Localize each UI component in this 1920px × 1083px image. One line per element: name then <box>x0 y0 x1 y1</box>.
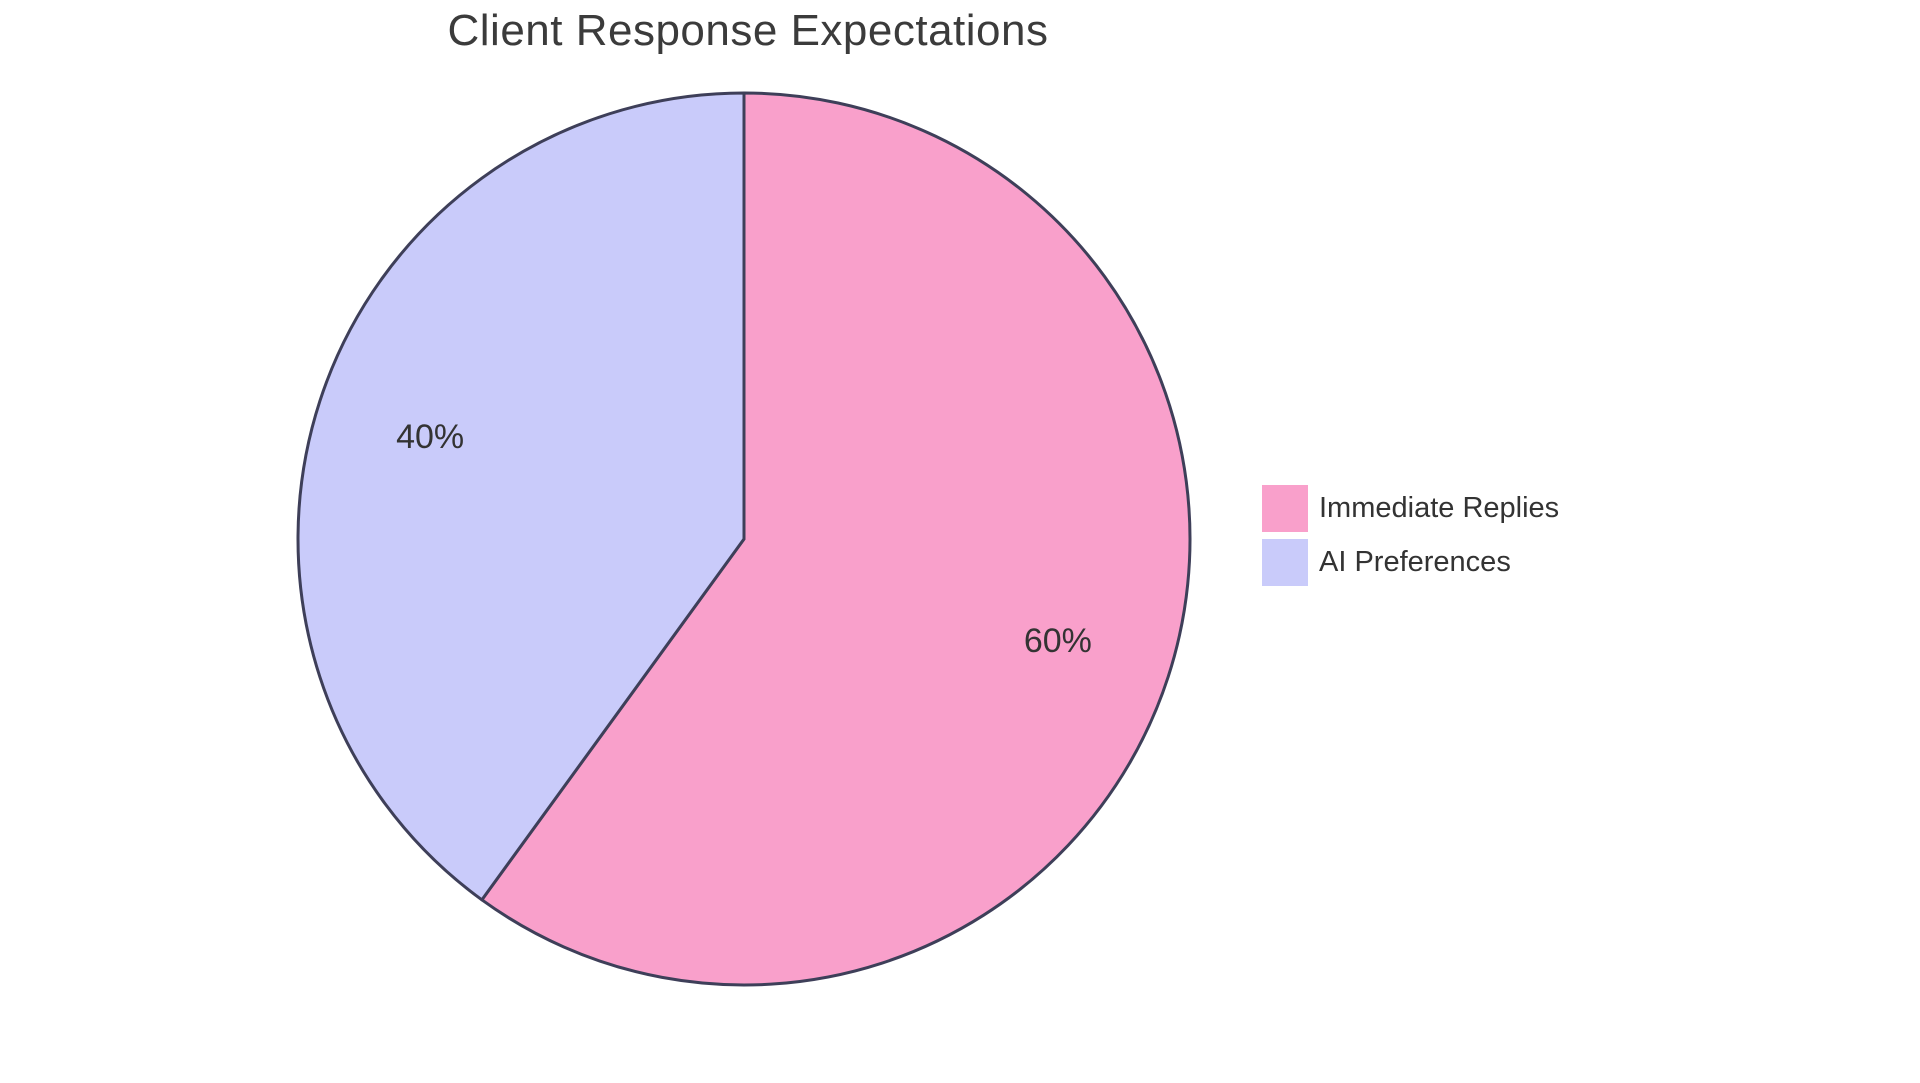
legend-item-ai-preferences: AI Preferences <box>1262 539 1559 586</box>
pie-percent-label-ai-preferences: 40% <box>396 418 464 456</box>
pie-slice-immediate-replies <box>480 91 1192 987</box>
legend-item-immediate-replies: Immediate Replies <box>1262 485 1559 532</box>
legend: Immediate Replies AI Preferences <box>1262 485 1559 593</box>
legend-label-ai-preferences: AI Preferences <box>1319 546 1511 578</box>
legend-label-immediate-replies: Immediate Replies <box>1319 492 1560 524</box>
pie-percent-label-immediate-replies: 60% <box>1024 622 1092 660</box>
legend-swatch-ai-preferences <box>1262 539 1308 586</box>
chart-title: Client Response Expectations <box>447 6 1049 55</box>
legend-swatch-immediate-replies <box>1262 485 1308 532</box>
pie-slice-ai-preferences <box>296 91 746 902</box>
